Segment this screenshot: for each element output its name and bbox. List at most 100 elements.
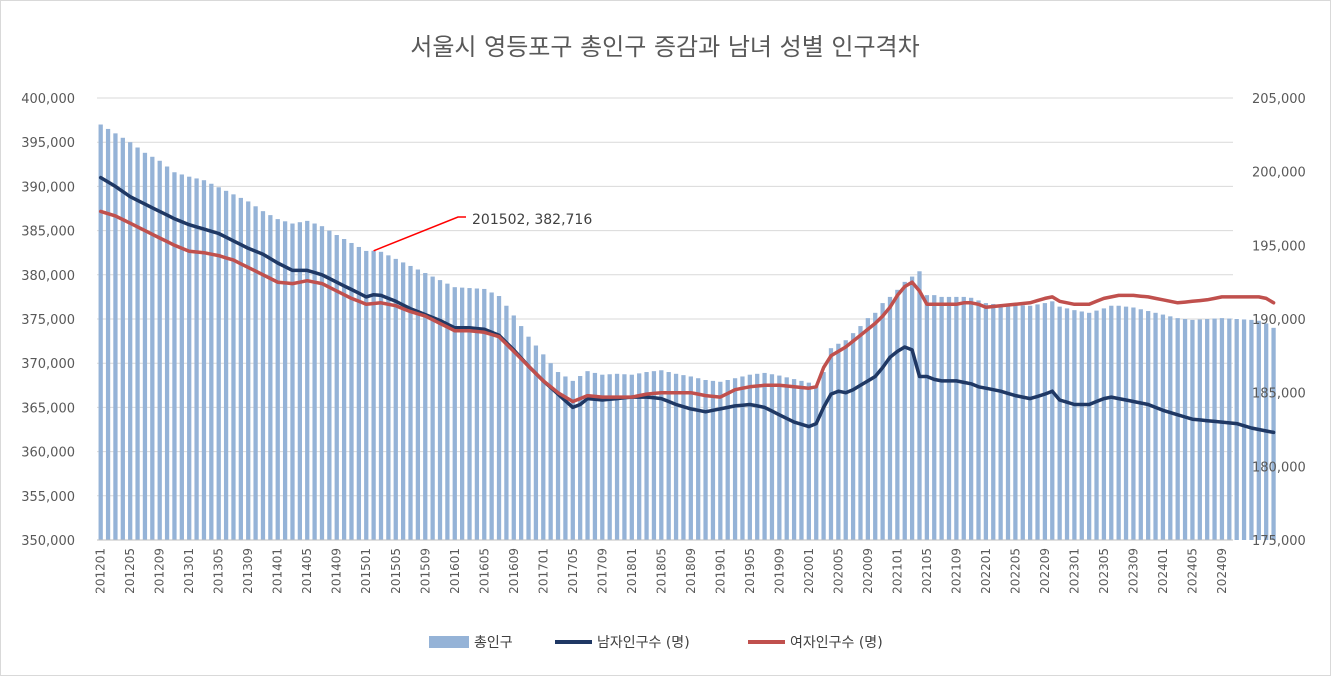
- x-tick-label: 201309: [241, 548, 255, 594]
- bar-201306: [223, 190, 229, 540]
- line-male: [98, 175, 1276, 435]
- x-tick-label: 202105: [920, 548, 934, 594]
- bar-202209: [1042, 303, 1048, 540]
- bar-201710: [607, 374, 612, 540]
- bar-201307: [231, 194, 236, 540]
- bar-202407: [1205, 319, 1210, 540]
- bar-201201: [98, 124, 103, 541]
- bar-202001: [806, 382, 811, 540]
- bar-202108: [946, 296, 952, 540]
- x-tick-label: 201705: [566, 548, 580, 594]
- bar-201808: [681, 375, 686, 540]
- bar-202203: [998, 304, 1003, 540]
- bar-202002: [814, 385, 819, 540]
- x-tick-label: 201701: [536, 548, 550, 594]
- bar-201909: [777, 375, 782, 540]
- bar-202302: [1079, 311, 1084, 540]
- bar-202007: [850, 333, 856, 540]
- bar-202406: [1197, 319, 1202, 540]
- bar-202311: [1146, 311, 1151, 540]
- bar-201806: [666, 372, 671, 540]
- x-tick-label: 202001: [802, 548, 816, 594]
- bar-201507: [408, 265, 413, 540]
- bar-201809: [688, 376, 693, 540]
- bar-201702: [548, 363, 553, 540]
- bar-201610: [519, 326, 524, 540]
- bar-201611: [526, 336, 531, 540]
- bar-202301: [1072, 310, 1077, 540]
- bar-202204: [1005, 304, 1011, 540]
- bar-201410: [341, 238, 347, 541]
- bar-201206: [135, 147, 140, 540]
- left-tick-label: 360,000: [21, 446, 75, 461]
- x-tick-label: 201801: [625, 548, 639, 594]
- bar-201903: [732, 378, 738, 540]
- left-tick-label: 385,000: [21, 225, 75, 240]
- bar-202409: [1219, 318, 1225, 540]
- legend: 총인구 남자인구수 (명) 여자인구수 (명): [429, 635, 883, 651]
- bar-201509: [423, 273, 428, 540]
- x-tick-label: 202401: [1156, 548, 1170, 594]
- bar-undefined: [1241, 319, 1247, 540]
- bar-201505: [393, 258, 398, 540]
- bar-201812: [710, 380, 716, 540]
- chart-title: 서울시 영등포구 총인구 증감과 남녀 성별 인구격차: [410, 33, 919, 61]
- bar-202012: [887, 296, 893, 540]
- bar-201907: [762, 372, 767, 540]
- bar-201802: [637, 373, 642, 540]
- bar-202005: [836, 343, 841, 540]
- bar-201910: [784, 377, 789, 540]
- bar-201312: [268, 215, 273, 540]
- bar-201403: [290, 223, 295, 540]
- left-tick-label: 370,000: [21, 357, 75, 372]
- x-tick-label: 201305: [212, 548, 226, 594]
- bar-series-total: [98, 124, 1276, 541]
- legend-label-total: 총인구: [474, 635, 513, 651]
- bar-201709: [600, 374, 605, 540]
- bar-201412: [356, 246, 362, 541]
- bar-202205: [1013, 304, 1018, 540]
- x-tick-label: 202101: [890, 548, 904, 594]
- left-tick-label: 355,000: [21, 490, 75, 505]
- x-tick-label: 202301: [1067, 548, 1081, 594]
- bar-201304: [209, 183, 214, 541]
- x-tick-label: 202109: [949, 548, 963, 594]
- left-tick-label: 395,000: [21, 136, 75, 151]
- bar-201202: [105, 128, 111, 540]
- bar-201803: [644, 372, 649, 540]
- x-tick-label: 201709: [595, 548, 609, 594]
- bar-201301: [187, 176, 192, 540]
- bar-201904: [740, 376, 745, 540]
- bar-201810: [696, 378, 701, 540]
- bar-202408: [1212, 318, 1217, 540]
- bar-202006: [843, 340, 848, 540]
- bar-202312: [1153, 312, 1158, 540]
- x-tick-label: 201601: [448, 548, 462, 594]
- left-axis: 350,000 355,000 360,000 365,000 370,000 375,0…: [21, 92, 75, 549]
- bar-202102: [902, 281, 907, 540]
- x-tick-label: 201905: [743, 548, 757, 594]
- bar-202207: [1028, 305, 1033, 540]
- x-tick-label: 202009: [861, 548, 875, 594]
- x-axis: 201201 201205 201209 201301 201305 201309 2014…: [94, 539, 1233, 594]
- bar-202310: [1138, 309, 1143, 540]
- bar-201311: [260, 211, 266, 541]
- bar-202202: [991, 303, 996, 540]
- bar-202405: [1190, 319, 1195, 540]
- bar-201208: [150, 156, 155, 540]
- bar-202212: [1064, 308, 1070, 540]
- right-axis: 175,000 180,000 185,000 190,000 195,000 200,0…: [1252, 92, 1306, 549]
- bar-201908: [769, 374, 775, 540]
- x-tick-label: 201301: [182, 548, 196, 594]
- bar-201510: [430, 276, 435, 540]
- bar-202306: [1109, 305, 1114, 540]
- bar-201811: [703, 379, 708, 540]
- bar-201711: [614, 373, 620, 540]
- bar-201712: [622, 374, 627, 540]
- bar-202402: [1168, 316, 1173, 540]
- x-tick-label: 202205: [1008, 548, 1022, 594]
- left-tick-label: 365,000: [21, 401, 75, 416]
- bar-201305: [216, 187, 221, 540]
- bar-202401: [1160, 314, 1166, 540]
